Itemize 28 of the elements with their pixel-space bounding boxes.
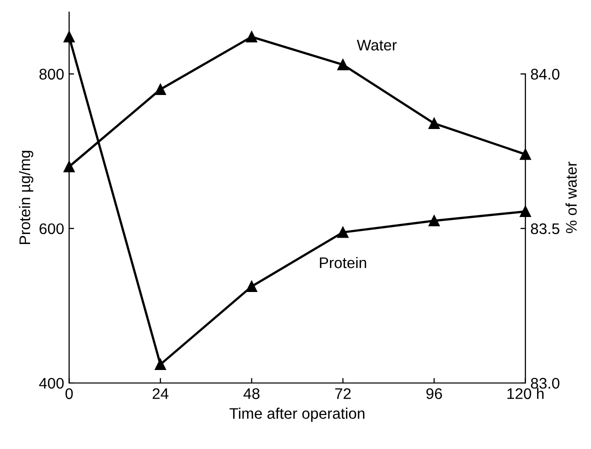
y2-tick-label: 83.0 <box>530 378 560 389</box>
point <box>428 215 440 226</box>
point <box>154 84 166 95</box>
x-tick-label: 120 h <box>507 388 544 400</box>
point <box>337 59 348 70</box>
x-tick-label: 72 <box>335 388 351 399</box>
point <box>154 358 166 370</box>
y-tick-label: 400 <box>39 378 64 389</box>
x-tick-label: 24 <box>152 388 168 399</box>
y-tick-label: 600 <box>40 223 64 234</box>
point <box>246 280 258 292</box>
series-label: Protein <box>320 256 366 268</box>
point <box>64 31 75 42</box>
point <box>64 161 75 172</box>
point <box>246 31 258 42</box>
series-label: Water <box>356 40 397 51</box>
point <box>337 226 348 238</box>
y-tick-label: 800 <box>39 68 64 80</box>
y2-tick-label: 83.5 <box>530 223 560 234</box>
y2-tick-label: 84.0 <box>530 68 560 80</box>
x-tick-label: 96 <box>426 388 442 400</box>
x-axis-title: Time after operation <box>230 408 364 422</box>
x-tick-label: 0 <box>65 388 73 400</box>
point <box>428 118 440 129</box>
y2-axis-title: % of water <box>566 162 577 234</box>
point <box>520 148 531 160</box>
x-tick-label: 48 <box>244 388 260 400</box>
y-axis-title: Protein µg/mg <box>19 150 34 244</box>
